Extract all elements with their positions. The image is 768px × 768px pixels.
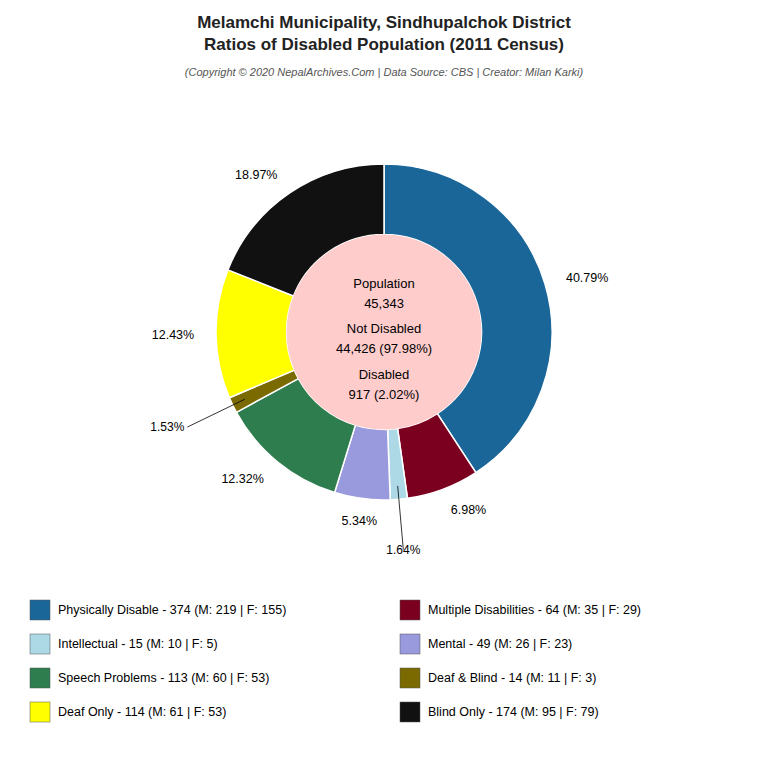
center-text: 44,426 (97.98%) [336, 341, 432, 356]
legend-swatch [400, 702, 420, 722]
leader-line [398, 486, 404, 550]
data-label: 6.98% [451, 503, 486, 517]
data-label: 40.79% [566, 271, 608, 285]
data-label: 1.64% [386, 543, 420, 557]
title: Ratios of Disabled Population (2011 Cens… [204, 35, 564, 54]
legend-swatch [30, 600, 50, 620]
center-text: Not Disabled [347, 321, 421, 336]
center-text: 45,343 [364, 296, 404, 311]
legend-entry: Mental - 49 (M: 26 | F: 23) [428, 637, 572, 651]
data-label: 12.32% [221, 472, 263, 486]
center-text: 917 (2.02%) [349, 387, 420, 402]
legend-entry: Deaf Only - 114 (M: 61 | F: 53) [58, 705, 226, 719]
legend-entry: Deaf & Blind - 14 (M: 11 | F: 3) [428, 671, 596, 685]
data-label: 18.97% [235, 168, 277, 182]
data-labels: 40.79% 6.98% 1.64% 5.34% 12.32% 1.53% 12.43% 18… [150, 168, 608, 556]
chart: Melamchi Municipality, Sindhupalchok Dis… [0, 0, 768, 768]
data-label: 5.34% [342, 514, 377, 528]
legend-swatch [400, 600, 420, 620]
center-text: Disabled [359, 367, 410, 382]
legend-entry: Blind Only - 174 (M: 95 | F: 79) [428, 705, 599, 719]
legend-entry: Multiple Disabilities - 64 (M: 35 | F: 2… [428, 603, 641, 617]
slice [388, 428, 408, 499]
slice [398, 414, 476, 499]
donut: 40.79% 6.98% 1.64% 5.34% 12.32% 1.53% 12.43% 18… [150, 164, 608, 557]
legend-entry: Physically Disable - 374 (M: 219 | F: 15… [58, 603, 286, 617]
legend: Physically Disable - 374 (M: 219 | F: 15… [30, 600, 641, 722]
legend-swatch [30, 702, 50, 722]
legend-entry: Speech Problems - 113 (M: 60 | F: 53) [58, 671, 269, 685]
legend-entry: Intellectual - 15 (M: 10 | F: 5) [58, 637, 218, 651]
legend-swatch [30, 634, 50, 654]
subtitle: (Copyright © 2020 NepalArchives.Com | Da… [185, 66, 584, 78]
legend-swatch [400, 668, 420, 688]
center-text: Population [353, 276, 414, 291]
legend-swatch [30, 668, 50, 688]
leader-line [187, 399, 244, 427]
center-hole [287, 235, 482, 430]
data-label: 12.43% [152, 328, 194, 342]
data-label: 1.53% [150, 420, 184, 434]
title: Melamchi Municipality, Sindhupalchok Dis… [197, 13, 571, 32]
legend-swatch [400, 634, 420, 654]
slices [216, 164, 552, 500]
